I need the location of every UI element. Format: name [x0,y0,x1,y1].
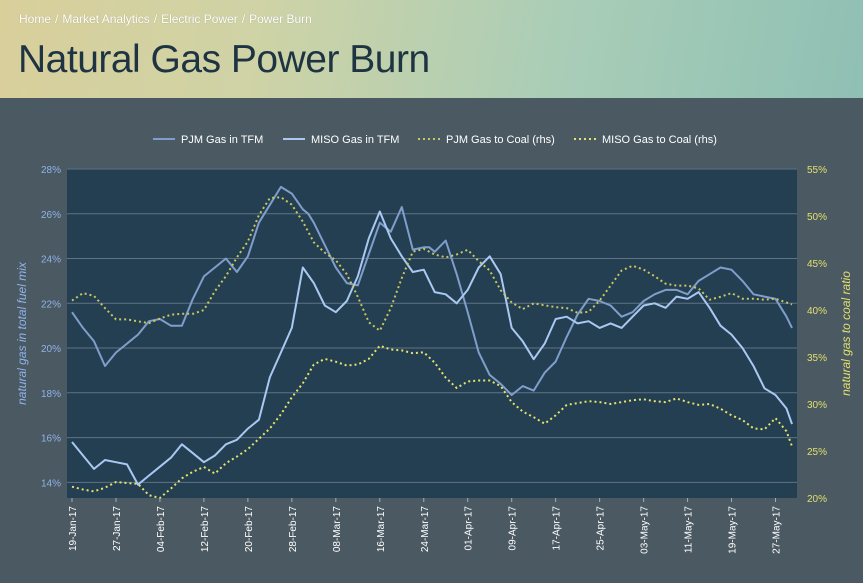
left-tick-label: 28% [41,165,61,176]
x-tick-label: 03-May-17 [640,506,651,554]
x-tick-label: 12-Feb-17 [200,506,211,553]
series-lines [71,185,793,499]
x-tick-label: 19-May-17 [728,506,739,554]
x-tick-label: 28-Feb-17 [288,506,299,553]
right-tick-label: 30% [807,400,827,411]
right-axis-label: natural gas to coal ratio [839,271,853,396]
left-tick-label: 20% [41,344,61,355]
x-tick-label: 16-Mar-17 [376,506,387,553]
left-tick-label: 26% [41,210,61,221]
right-tick-label: 50% [807,212,827,223]
x-tick-label: 08-Mar-17 [332,506,343,553]
legend-label: MISO Gas to Coal (rhs) [602,134,717,146]
x-tick-label: 27-Jan-17 [112,506,123,551]
series-line-1 [71,210,793,486]
chart-container: PJM Gas in TFM MISO Gas in TFM PJM Gas to … [0,118,863,578]
legend-item-3[interactable]: MISO Gas to Coal (rhs) [574,134,717,146]
legend-label: MISO Gas in TFM [311,134,399,146]
breadcrumb: Home / Market Analytics / Electric Power / Pow… [19,12,312,26]
legend-item-1[interactable]: MISO Gas in TFM [283,134,399,146]
legend-item-0[interactable]: PJM Gas in TFM [153,134,263,146]
breadcrumb-electric-power[interactable]: Electric Power [161,12,238,26]
x-tick-label: 24-Mar-17 [420,506,431,553]
x-tick-label: 01-Apr-17 [464,506,475,551]
right-tick-label: 25% [807,447,827,458]
x-tick-label: 17-Apr-17 [552,506,563,551]
x-tick-label: 04-Feb-17 [156,506,167,553]
left-tick-label: 18% [41,389,61,400]
left-axis-label: natural gas in total fuel mix [15,261,29,405]
x-axis-ticks: 19-Jan-17 27-Jan-17 04-Feb-17 12-Feb-17 20-F… [68,498,783,554]
x-tick-label: 27-May-17 [772,506,783,554]
right-tick-label: 45% [807,259,827,270]
breadcrumb-home[interactable]: Home [19,12,52,26]
series-line-0 [71,185,793,396]
series-line-2 [71,196,793,332]
left-tick-label: 24% [41,255,61,266]
left-tick-label: 16% [41,434,61,445]
right-tick-label: 55% [807,165,827,176]
x-tick-label: 19-Jan-17 [68,506,79,551]
right-tick-label: 20% [807,494,827,505]
breadcrumb-separator: / [241,12,246,26]
x-tick-label: 11-May-17 [684,506,695,553]
left-axis-ticks: 14% 16% 18% 20% 22% 24% 26% 28% [41,165,61,489]
x-tick-label: 09-Apr-17 [508,506,519,551]
right-tick-label: 35% [807,353,827,364]
legend-label: PJM Gas in TFM [181,134,263,146]
breadcrumb-market-analytics[interactable]: Market Analytics [62,12,150,26]
left-tick-label: 22% [41,299,61,310]
chart-legend: PJM Gas in TFM MISO Gas in TFM PJM Gas to … [153,134,717,146]
plot-area [67,169,797,498]
x-tick-label: 25-Apr-17 [596,506,607,551]
x-tick-label: 20-Feb-17 [244,506,255,553]
left-tick-label: 14% [41,478,61,489]
page-header-banner: Home / Market Analytics / Electric Power / Pow… [0,0,863,98]
gridlines [67,168,797,483]
page-title: Natural Gas Power Burn [18,38,430,81]
right-axis-ticks: 20% 25% 30% 35% 40% 45% 50% 55% [807,165,827,505]
legend-label: PJM Gas to Coal (rhs) [446,134,555,146]
legend-item-2[interactable]: PJM Gas to Coal (rhs) [418,134,555,146]
breadcrumb-power-burn: Power Burn [249,12,312,26]
breadcrumb-separator: / [153,12,158,26]
breadcrumb-separator: / [55,12,59,26]
power-burn-chart: PJM Gas in TFM MISO Gas in TFM PJM Gas to … [15,134,853,554]
right-tick-label: 40% [807,306,827,317]
